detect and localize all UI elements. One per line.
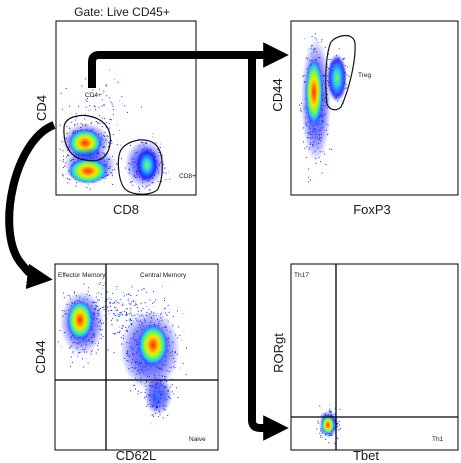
density-cloud-cd4-cd8 [59, 69, 171, 195]
density-cloud-treg [299, 33, 350, 183]
panel-memory: Effector Memory Central Memory Naive CD6… [33, 263, 219, 463]
panel-treg: Treg FoxP3 CD44 [270, 20, 459, 217]
panel-cd4-cd8: CD4+ CD8+ CD8 CD4 [34, 20, 197, 217]
x-axis-label-cd62l: CD62L [116, 448, 156, 463]
gate-cd8 [117, 139, 163, 195]
density-cloud-memory [57, 282, 187, 424]
flow-arrows [5, 42, 289, 441]
y-axis-label-cd4: CD4 [34, 95, 49, 121]
quadrant-label-central-memory: Central Memory [140, 272, 187, 279]
arrow-to-memory [5, 121, 56, 290]
quadrant-label-th1: Th1 [432, 436, 444, 443]
y-axis-label-cd44-memory: CD44 [33, 340, 48, 373]
quadrant-label-effector-memory: Effector Memory [58, 272, 106, 279]
gate-label-treg: Treg [358, 72, 372, 79]
panel-th: Th17 Th1 Tbet RORgt [271, 263, 459, 463]
gate-title: Gate: Live CD45+ [74, 5, 170, 19]
quadrant-label-naive: Naive [189, 436, 206, 443]
quadrant-label-th17: Th17 [294, 272, 309, 279]
gate-label-cd8: CD8+ [179, 173, 196, 180]
y-axis-label-cd44-treg: CD44 [270, 78, 285, 111]
arrow-to-treg [88, 42, 289, 88]
x-axis-label-tbet: Tbet [353, 448, 379, 463]
gate-label-cd4: CD4+ [85, 92, 102, 99]
gate-cd4 [63, 114, 111, 162]
plot-frame-th [290, 263, 459, 451]
arrow-to-th [248, 55, 289, 441]
y-axis-label-rorgt: RORgt [271, 333, 286, 373]
x-axis-label-foxp3: FoxP3 [353, 202, 391, 217]
x-axis-label-cd8: CD8 [113, 202, 139, 217]
gate-treg [325, 34, 356, 111]
